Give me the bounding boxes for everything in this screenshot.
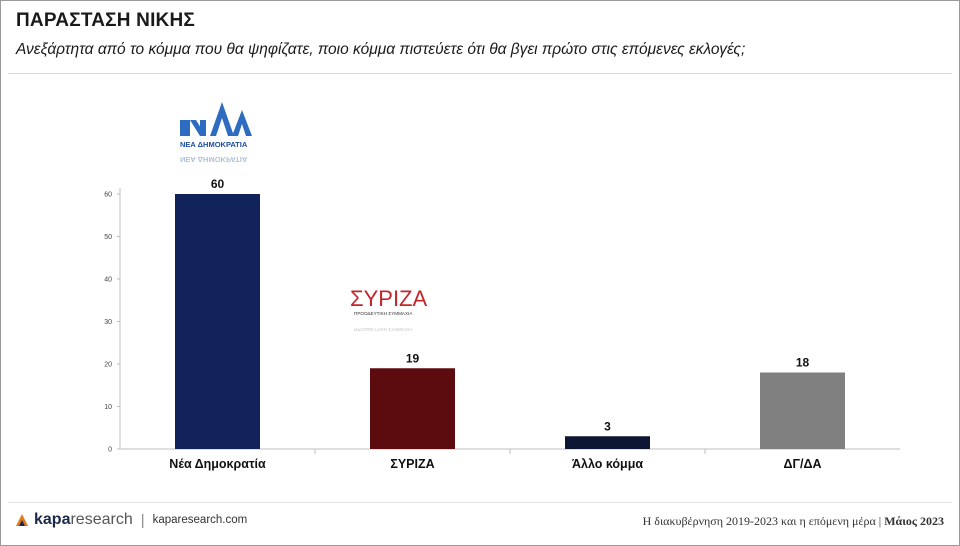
bar [175,194,260,449]
x-tick-label: Νέα Δημοκρατία [169,457,266,471]
y-tick-label: 50 [104,234,112,241]
nd-logo-reflection: ΝΕΑ ΔΗΜΟΚΡΑΤΙΑ [180,155,248,164]
footer-caption-text: Η διακυβέρνηση 2019-2023 και η επόμενη μ… [642,514,885,528]
data-label: 19 [406,351,420,365]
nd-logo-text: ΝΕΑ ΔΗΜΟΚΡΑΤΙΑ [180,140,248,149]
footer-divider [8,502,952,503]
data-label: 60 [211,177,225,191]
bar [370,368,455,449]
brand-url-link[interactable]: kaparesearch.com [152,514,248,526]
syriza-logo-reflection: ΠΡΟΟΔΕΥΤΙΚΗ ΣΥΜΜΑΧΙΑ [354,327,413,332]
y-tick-label: 60 [104,192,112,199]
footer-brand: kapa research | kaparesearch.com [14,511,247,529]
page-title: ΠΑΡΑΣΤΑΣΗ ΝΙΚΗΣ [16,10,195,31]
brand-separator: | [140,511,145,529]
y-tick-label: 40 [104,277,112,284]
syriza-logo-text: ΠΡΟΟΔΕΥΤΙΚΗ ΣΥΜΜΑΧΙΑ [354,311,413,316]
syriza-logo-mark-icon: ΣΥΡΙΖΑ ΠΡΟΟΔΕΥΤΙΚΗ ΣΥΜΜΑΧΙΑ ΠΡΟΟΔΕΥΤΙΚΗ … [350,286,427,332]
nea-dimokratia-logo: ΝΕΑ ΔΗΜΟΚΡΑΤΙΑ ΝΕΑ ΔΗΜΟΚΡΑΤΙΑ [176,100,256,164]
header-divider [8,73,952,74]
syriza-logo: ΣΥΡΙΖΑ ΠΡΟΟΔΕΥΤΙΚΗ ΣΥΜΜΑΧΙΑ ΠΡΟΟΔΕΥΤΙΚΗ … [348,282,444,336]
brand-name-light: research [70,511,133,528]
x-tick-label: Άλλο κόμμα [572,457,643,471]
footer-date: Μάιος 2023 [884,514,944,528]
syriza-logo-wordmark: ΣΥΡΙΖΑ [350,286,427,311]
bar [565,436,650,449]
footer-caption: Η διακυβέρνηση 2019-2023 και η επόμενη μ… [643,514,944,529]
brand-name-bold: kapa [34,511,71,528]
y-tick-label: 10 [104,404,112,411]
x-tick-label: ΣΥΡΙΖΑ [390,457,434,471]
y-tick-label: 30 [104,319,112,326]
data-label: 18 [796,356,810,370]
kapa-logo-icon [16,514,28,526]
nd-logo-mark-icon: ΝΕΑ ΔΗΜΟΚΡΑΤΙΑ ΝΕΑ ΔΗΜΟΚΡΑΤΙΑ [180,102,252,164]
y-tick-label: 20 [104,362,112,369]
page-subtitle: Ανεξάρτητα από το κόμμα που θα ψηφίζατε,… [16,41,746,58]
x-tick-label: ΔΓ/ΔΑ [784,457,822,471]
bar [760,372,845,449]
data-label: 3 [604,419,611,433]
y-tick-label: 0 [108,447,112,454]
